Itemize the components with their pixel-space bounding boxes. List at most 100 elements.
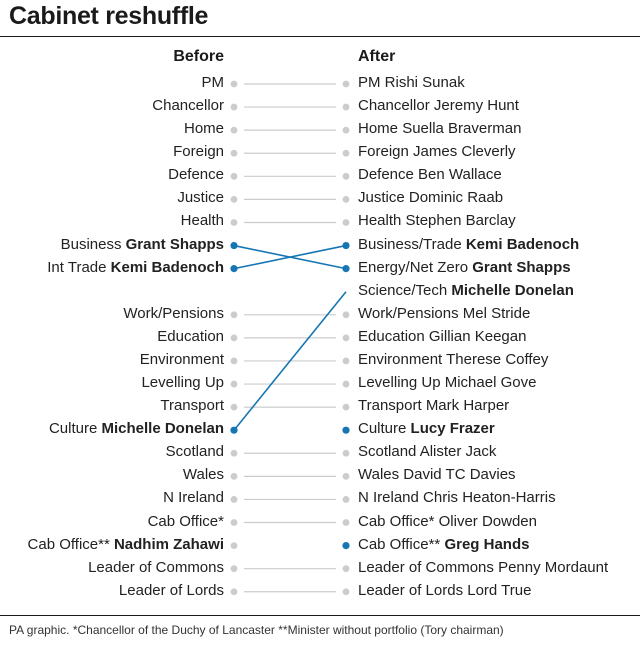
after-role-label: Education [358, 327, 425, 345]
after-row-home: Home Suella Braverman [358, 120, 521, 138]
before-minister-name: Grant Shapps [125, 235, 224, 253]
after-row-environment: Environment Therese Coffey [358, 351, 548, 369]
after-minister-name: Michelle Donelan [451, 281, 574, 299]
after-minister-name: Penny Mordaunt [498, 558, 609, 576]
before-row-environment: Environment [140, 351, 224, 369]
left-dot-foreign [230, 149, 238, 157]
after-minister-name: Dominic Raab [408, 189, 504, 207]
before-role-label: Chancellor [152, 97, 224, 115]
before-row-levelling-up: Levelling Up [141, 374, 224, 392]
after-role-label: Transport [358, 397, 422, 415]
left-dot-int-trade [230, 265, 238, 273]
before-row-business: Business Grant Shapps [61, 236, 224, 254]
before-role-label: Health [180, 212, 224, 230]
left-dot-health [230, 219, 238, 226]
after-role-label: Culture [358, 420, 407, 438]
left-dot-home [230, 126, 238, 134]
left-dot-defence [230, 172, 238, 180]
right-dot-foreign [342, 149, 350, 157]
after-minister-name: David TC Davies [403, 466, 516, 484]
before-role-label: N Ireland [163, 489, 224, 507]
before-role-label: PM [201, 74, 225, 91]
right-dot-scotland [342, 449, 350, 457]
after-role-label: Leader of Commons [358, 558, 494, 576]
right-dot-work-pensions [342, 311, 350, 319]
after-row-justice: Justice Dominic Raab [358, 189, 503, 207]
after-role-label: Cab Office* [358, 512, 435, 530]
after-row-health: Health Stephen Barclay [358, 212, 516, 230]
after-minister-name: Rishi Sunak [384, 74, 465, 91]
before-minister-name: Michelle Donelan [101, 420, 224, 438]
after-role-label: Environment [358, 350, 443, 368]
after-row-foreign: Foreign James Cleverly [358, 143, 516, 161]
after-minister-name: Lord True [467, 581, 532, 599]
right-dot-defence [342, 172, 350, 180]
after-minister-name: Oliver Dowden [438, 512, 537, 530]
move-line-2 [233, 291, 347, 431]
left-dot-work-pensions [230, 311, 238, 319]
left-dot-transport [230, 403, 238, 411]
after-minister-name: Mark Harper [425, 397, 510, 415]
before-role-label: Education [157, 327, 224, 345]
left-dot-levelling-up [230, 380, 238, 388]
before-role-label: Leader of Commons [88, 558, 224, 576]
left-dot-cab-office [230, 519, 238, 526]
after-row-defence: Defence Ben Wallace [358, 166, 502, 184]
after-role-label: PM [358, 74, 381, 91]
after-role-label: Wales [358, 466, 400, 484]
before-role-label: Justice [177, 189, 224, 207]
left-dot-chancellor [230, 103, 238, 111]
after-minister-name: Kemi Badenoch [465, 235, 580, 253]
right-dot-int-trade [342, 265, 350, 273]
after-row-leader-of-lords: Leader of Lords Lord True [358, 582, 531, 600]
after-row-business: Business/Trade Kemi Badenoch [358, 236, 579, 254]
after-minister-name: Ben Wallace [418, 166, 502, 184]
right-dot-leader-of-commons [342, 565, 350, 573]
before-row-leader-of-lords: Leader of Lords [119, 582, 224, 600]
left-dot-environment [230, 357, 238, 365]
after-minister-name: Suella Braverman [402, 120, 522, 138]
after-role-label: N Ireland [358, 489, 419, 507]
after-minister-name: Grant Shapps [472, 258, 571, 276]
before-role-label: Cab Office* [147, 512, 224, 530]
right-dot-home [342, 126, 350, 134]
left-dot-cab-office [230, 542, 238, 549]
before-row-defence: Defence [168, 166, 224, 184]
right-dot-cab-office [342, 542, 350, 550]
before-row-culture: Culture Michelle Donelan [49, 420, 224, 438]
right-dot-wales [342, 472, 350, 480]
right-dot-chancellor [342, 103, 350, 111]
right-dot-cab-office [342, 519, 350, 526]
after-row-scotland: Scotland Alister Jack [358, 443, 496, 461]
before-role-label: Leader of Lords [118, 581, 224, 599]
after-role-label: Work/Pensions [358, 304, 459, 322]
after-role-label: Energy/Net Zero [358, 258, 469, 276]
left-dot-culture [230, 426, 238, 434]
left-dot-pm [230, 80, 238, 88]
after-row-culture: Culture Lucy Frazer [358, 420, 495, 438]
left-dot-business [230, 241, 238, 250]
before-row-n-ireland: N Ireland [163, 489, 224, 507]
before-row-cab-office: Cab Office** Nadhim Zahawi [28, 536, 224, 554]
bottom-rule [0, 615, 640, 616]
after-role-label: Cab Office** [358, 535, 441, 553]
right-dot-n-ireland [342, 496, 350, 503]
before-row-work-pensions: Work/Pensions [123, 305, 224, 323]
before-row-justice: Justice [177, 189, 224, 207]
right-dot-education [342, 334, 350, 342]
before-row-home: Home [184, 120, 224, 138]
after-row-work-pensions: Work/Pensions Mel Stride [358, 305, 530, 323]
after-row-leader-of-commons: Leader of Commons Penny Mordaunt [358, 559, 608, 577]
after-minister-name: Alister Jack [419, 443, 497, 461]
before-role-label: Int Trade [47, 258, 107, 276]
before-role-label: Culture [48, 420, 98, 438]
after-minister-name: Gillian Keegan [428, 327, 527, 345]
after-minister-name: Therese Coffey [446, 350, 549, 368]
left-dot-scotland [230, 449, 238, 457]
before-minister-name: Kemi Badenoch [110, 258, 224, 276]
after-minister-name: Michael Gove [444, 374, 537, 392]
before-role-label: Cab Office** [27, 535, 110, 553]
right-dot-transport [342, 403, 350, 411]
after-row-pm: PM Rishi Sunak [358, 74, 465, 92]
after-minister-name: Jeremy Hunt [433, 97, 519, 115]
